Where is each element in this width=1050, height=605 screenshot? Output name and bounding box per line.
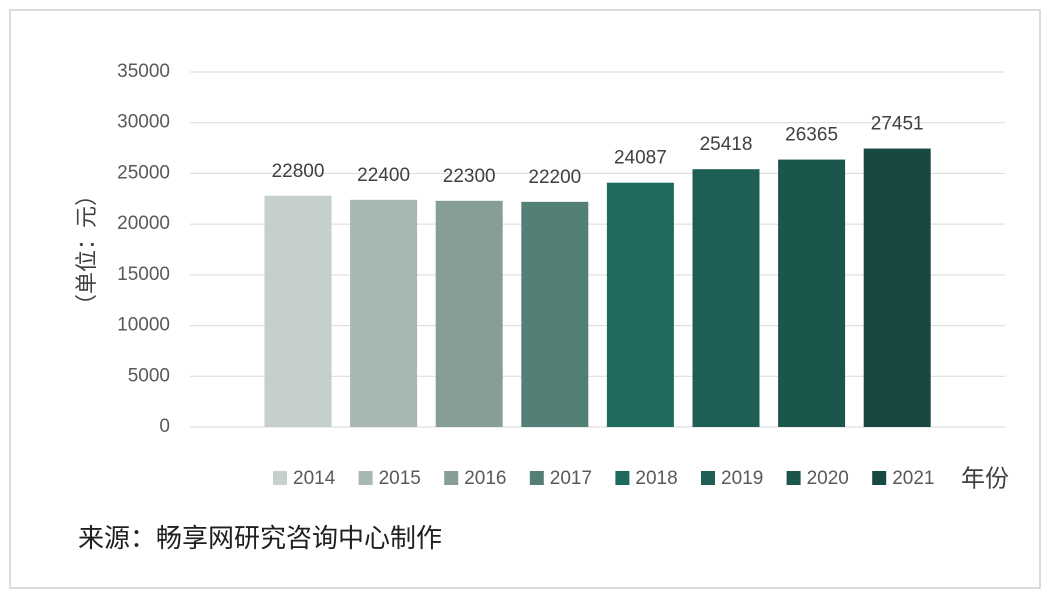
value-label: 22300 <box>443 166 496 187</box>
legend-swatch <box>701 471 715 485</box>
y-tick-label: 30000 <box>117 112 170 133</box>
bar <box>692 169 760 428</box>
legend-label: 2017 <box>550 468 592 489</box>
value-label: 25418 <box>700 134 753 155</box>
legend-swatch <box>615 471 630 485</box>
bar <box>435 200 503 427</box>
value-label: 26365 <box>785 125 838 146</box>
bar <box>264 195 332 427</box>
y-tick-label: 35000 <box>117 61 170 82</box>
y-tick-label: 10000 <box>117 315 170 336</box>
legend-swatch <box>786 471 801 485</box>
value-label: 27451 <box>871 114 924 135</box>
legend-label: 2018 <box>635 468 677 489</box>
legend-label: 2020 <box>807 468 849 489</box>
legend-swatch <box>358 471 373 485</box>
bar <box>778 159 846 428</box>
legend-label: 2019 <box>721 468 763 489</box>
legend-label: 2015 <box>379 468 421 489</box>
legend-label: 2016 <box>464 468 506 489</box>
legend-label: 2021 <box>892 468 934 489</box>
value-label: 22200 <box>528 167 581 188</box>
value-label: 22800 <box>272 161 325 182</box>
y-tick-label: 25000 <box>117 162 170 183</box>
legend-swatch <box>529 471 544 485</box>
bar <box>350 199 418 427</box>
bar <box>521 201 589 427</box>
y-tick-label: 5000 <box>128 365 170 386</box>
y-tick-label: 15000 <box>117 264 170 285</box>
source-note: 来源：畅享网研究咨询中心制作 <box>78 523 442 553</box>
x-axis-label: 年份 <box>961 465 1009 492</box>
value-label: 24087 <box>614 148 667 169</box>
y-axis-label: （单位：元） <box>74 184 99 316</box>
bar <box>606 182 674 427</box>
y-tick-label: 0 <box>159 416 170 437</box>
y-tick-label: 20000 <box>117 213 170 234</box>
legend-label: 2014 <box>293 468 336 489</box>
value-label: 22400 <box>357 165 410 186</box>
legend-swatch <box>872 471 887 485</box>
legend-swatch <box>444 471 459 485</box>
legend-swatch <box>273 471 287 485</box>
bar <box>863 148 931 428</box>
